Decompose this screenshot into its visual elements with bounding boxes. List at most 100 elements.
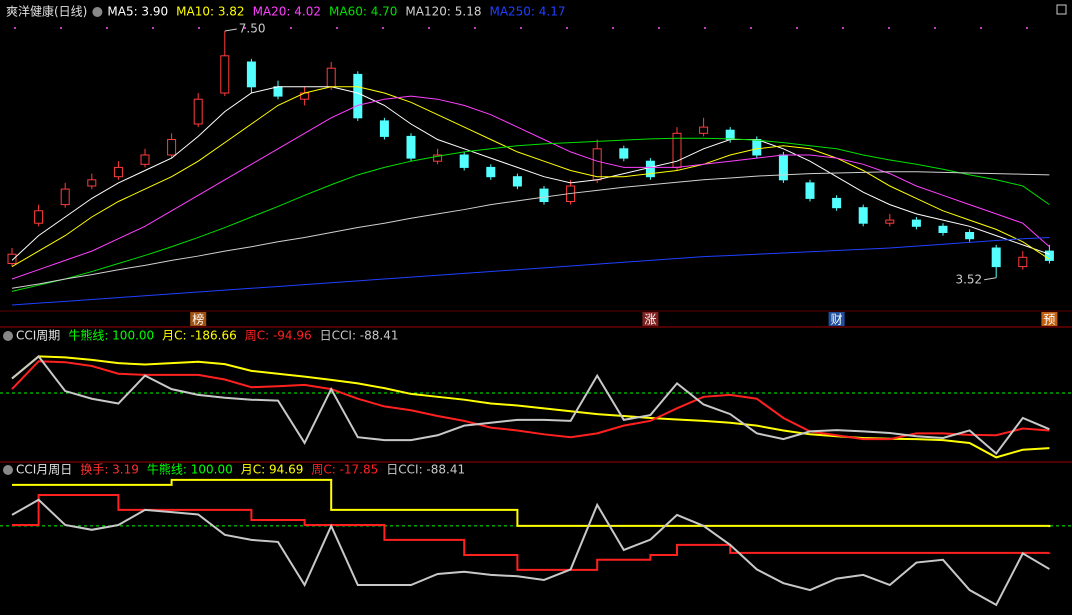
- event-marker: [828, 312, 845, 326]
- candle-body: [1044, 250, 1054, 261]
- annotation-pointer: [984, 277, 997, 281]
- top-dot: [704, 27, 706, 29]
- top-dot: [474, 27, 476, 29]
- candle-body: [486, 166, 496, 178]
- top-dot: [198, 27, 200, 29]
- candle-body: [778, 154, 788, 181]
- event-marker-label: 预: [1043, 313, 1055, 327]
- event-marker-label: 涨: [644, 312, 656, 327]
- cci-line: [11, 498, 1050, 607]
- top-dot: [566, 27, 568, 29]
- candle-body: [885, 219, 895, 224]
- ma-line: [11, 137, 1050, 292]
- candle-body: [645, 160, 655, 178]
- event-marker: [190, 312, 207, 326]
- candle-body: [353, 73, 363, 119]
- candle-body: [752, 139, 762, 156]
- candle-body: [167, 139, 177, 156]
- candle-body: [220, 55, 230, 94]
- event-marker: [642, 312, 659, 326]
- candle-body: [512, 176, 522, 187]
- candle-body: [60, 188, 70, 206]
- candle-body: [273, 86, 283, 97]
- top-dot: [290, 27, 292, 29]
- legend-entry: MA10: 3.82: [176, 5, 244, 19]
- candle-body: [7, 253, 17, 264]
- candle-body: [965, 232, 975, 240]
- event-marker-label: 财: [831, 313, 843, 327]
- top-dot: [520, 27, 522, 29]
- top-dot: [658, 27, 660, 29]
- candle-body: [113, 166, 123, 178]
- header-icon: [92, 7, 103, 17]
- top-dot: [980, 27, 982, 29]
- cci-line: [12, 478, 1051, 528]
- candle-body: [592, 148, 602, 181]
- candle-body: [246, 61, 256, 88]
- header-icon: [3, 331, 13, 341]
- legend-entry: MA120: 5.18: [405, 5, 481, 19]
- event-marker: [1041, 312, 1058, 326]
- top-dot: [612, 27, 614, 29]
- ma-line: [11, 95, 1050, 280]
- candle-body: [699, 126, 709, 134]
- candle-body: [406, 135, 416, 159]
- cci-line: [11, 354, 1050, 455]
- cci-line: [12, 493, 1051, 571]
- top-dot: [796, 27, 798, 29]
- top-dot: [934, 27, 936, 29]
- annotation-pointer: [224, 28, 237, 32]
- candle-body: [1018, 256, 1028, 268]
- candle-body: [725, 129, 735, 140]
- ma-line: [11, 236, 1050, 306]
- legend-entry: 月C: 94.69: [241, 463, 304, 477]
- candle-body: [459, 154, 469, 168]
- candle-body: [140, 154, 150, 165]
- candle-body: [619, 148, 629, 159]
- candle-body: [991, 247, 1001, 268]
- annotation: 7.50: [239, 22, 266, 36]
- threshold-label: 牛熊线: 100.00: [68, 328, 154, 343]
- candle-body: [911, 219, 921, 227]
- top-dot: [750, 27, 752, 29]
- window-icon[interactable]: [1056, 4, 1067, 15]
- top-dot: [1026, 27, 1028, 29]
- event-marker-label: 榜: [192, 312, 204, 327]
- top-dot: [152, 27, 154, 29]
- chart-title: CCI月周日: [16, 463, 72, 477]
- header-icon: [3, 465, 13, 475]
- top-dot: [106, 27, 108, 29]
- cci-line: [11, 360, 1050, 441]
- candle-body: [433, 154, 443, 162]
- legend-entry: MA20: 4.02: [253, 5, 321, 19]
- chart-title: 爽洋健康(日线): [6, 4, 87, 19]
- candle-body: [379, 120, 389, 137]
- top-dot: [244, 27, 246, 29]
- legend-entry: MA60: 4.70: [329, 5, 397, 19]
- candle-body: [832, 197, 842, 209]
- legend-entry: 日CCI: -88.41: [320, 329, 399, 343]
- candle-body: [326, 67, 336, 88]
- candle-body: [938, 225, 948, 234]
- chart-title: CCI周期: [16, 329, 60, 343]
- legend-entry: 周C: -17.85: [311, 463, 378, 477]
- top-dot: [336, 27, 338, 29]
- legend-entry: 周C: -94.96: [245, 329, 312, 343]
- ma-line: [11, 171, 1050, 289]
- candle-body: [193, 98, 203, 125]
- ma-line: [11, 86, 1050, 268]
- candle-body: [34, 210, 44, 224]
- legend-entry: MA250: 4.17: [489, 5, 565, 19]
- legend-entry: 日CCI: -88.41: [386, 463, 465, 477]
- top-dot: [428, 27, 430, 29]
- candle-body: [858, 207, 868, 224]
- header-value: 换手: 3.19: [80, 463, 139, 477]
- candle-body: [539, 188, 549, 203]
- candle-body: [87, 179, 97, 187]
- top-dot: [60, 27, 62, 29]
- top-dot: [14, 27, 16, 29]
- top-dot: [888, 27, 890, 29]
